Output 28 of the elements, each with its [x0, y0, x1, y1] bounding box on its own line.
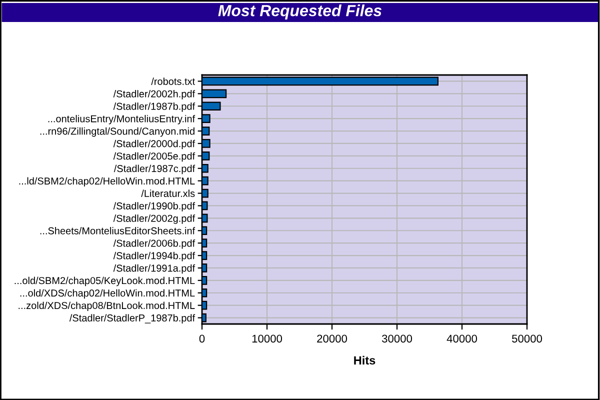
y-tick-label: ...ld/SBM2/chap02/HelloWin.mod.HTML: [19, 177, 195, 187]
x-tick-label: 0: [199, 334, 205, 343]
y-tick-label: ...zold/XDS/chap08/BtnLook.mod.HTML: [18, 302, 195, 312]
x-tick-label: 30000: [382, 334, 412, 343]
y-tick-label: /robots.txt: [151, 78, 195, 85]
x-tick-label: 40000: [446, 334, 478, 343]
y-tick-label: /Stadler/2002h.pdf: [113, 90, 196, 100]
x-tick-label: 10000: [252, 334, 282, 343]
y-tick-label: /Stadler/2002g.pdf: [113, 214, 196, 224]
y-tick-label: /Stadler/1991a.pdf: [113, 264, 196, 274]
chart-title: Most Requested Files: [218, 4, 382, 20]
y-tick-label: /Stadler/2006b.pdf: [113, 239, 196, 249]
y-tick-label: ...onteliusEntry/MonteliusEntry.inf: [48, 114, 196, 124]
y-tick-label: /Stadler/1994b.pdf: [113, 252, 196, 262]
y-tick-label: ...old/SBM2/chap05/KeyLook.mod.HTML: [14, 276, 195, 286]
x-tick-label: 50000: [512, 334, 542, 343]
y-tick-label: /Stadler/2005e.pdf: [113, 152, 196, 162]
y-tick-label: ...rn96/Zillingtal/Sound/Canyon.mid: [40, 127, 194, 137]
y-tick-label: /Stadler/1987c.pdf: [114, 164, 196, 174]
y-tick-label: /Literatur.xls: [141, 190, 195, 197]
x-axis-title: Hits: [354, 356, 376, 365]
x-tick-label: 20000: [317, 334, 348, 343]
y-tick-label: /Stadler/StadlerP_1987b.pdf: [69, 314, 196, 324]
y-tick-label: /Stadler/2000d.pdf: [113, 140, 196, 150]
y-tick-label: /Stadler/1990b.pdf: [113, 202, 196, 212]
y-tick-label: ...Sheets/MonteliusEditorSheets.inf: [40, 227, 196, 234]
y-tick-label: ...old/XDS/chap02/HelloWin.mod.HTML: [20, 289, 195, 299]
y-tick-label: /Stadler/1987b.pdf: [113, 102, 196, 112]
